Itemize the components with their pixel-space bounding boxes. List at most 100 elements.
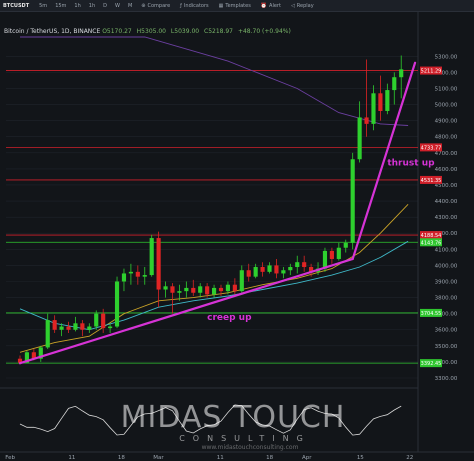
candle-body: [45, 320, 50, 348]
candle-body: [267, 265, 272, 272]
alert-icon: ⏰: [260, 2, 268, 9]
candle-body: [24, 352, 30, 363]
candle-body: [177, 291, 182, 293]
trendline: [351, 61, 417, 261]
candle-body: [329, 250, 334, 259]
legend-low: L5039.00: [170, 28, 200, 35]
interval-m[interactable]: M: [127, 2, 133, 9]
price-level-label: 5211.29: [421, 69, 442, 75]
y-tick-label: 4600.00: [435, 167, 458, 173]
candle-body: [232, 284, 237, 292]
candle-body: [87, 326, 92, 330]
candle-body: [225, 284, 231, 292]
price-level-tag: [420, 175, 442, 184]
candle-body: [399, 69, 404, 78]
candle-body: [239, 270, 244, 292]
x-tick-label: 18: [118, 455, 125, 461]
candle-body: [191, 287, 196, 293]
legend-high: H5305.00: [136, 28, 166, 35]
compare-button[interactable]: ⊕ Compare: [141, 2, 171, 9]
y-tick-label: 4100.00: [435, 247, 458, 253]
price-level-label: 3392.45: [421, 361, 442, 367]
candle-body: [31, 352, 36, 359]
price-level-tag: [420, 66, 442, 75]
indicators-button[interactable]: ƒ Indicators: [180, 2, 209, 9]
y-tick-label: 4800.00: [435, 135, 458, 141]
price-level-label: 4531.35: [421, 178, 442, 184]
x-tick-label: Mar: [153, 455, 164, 461]
y-tick-label: 5200.00: [435, 70, 458, 76]
x-tick-label: Feb: [5, 455, 15, 461]
candle-body: [66, 326, 71, 330]
y-tick-label: 5100.00: [435, 86, 458, 92]
candle-body: [38, 347, 43, 359]
oscillator-line: [19, 404, 402, 436]
candle-body: [108, 326, 113, 329]
price-level-label: 3704.55: [421, 311, 442, 317]
y-tick-label: 5000.00: [435, 103, 458, 109]
y-tick-label: 4500.00: [435, 183, 458, 189]
legend-title: Bitcoin / TetherUS, 1D, BINANCE: [4, 28, 101, 35]
alert-button[interactable]: ⏰ Alert: [260, 2, 281, 9]
chart-legend: Bitcoin / TetherUS, 1D, BINANCE O5170.27…: [4, 28, 294, 35]
candle-body: [17, 358, 23, 363]
candle-body: [156, 238, 161, 290]
interval-15m[interactable]: 15m: [55, 2, 67, 9]
y-tick-label: 4200.00: [435, 231, 458, 237]
replay-button[interactable]: ◁ Replay: [290, 2, 314, 9]
x-tick-label: 22: [406, 455, 413, 461]
x-tick-label: Apr: [302, 455, 312, 461]
candle-body: [218, 287, 224, 292]
y-tick-label: 3900.00: [435, 279, 458, 285]
y-tick-label: 3300.00: [435, 376, 458, 382]
price-level-tag: [420, 308, 442, 317]
candle-body: [378, 93, 383, 111]
y-tick-label: 3600.00: [435, 328, 458, 334]
y-tick-label: 3500.00: [435, 344, 458, 350]
candle-body: [135, 271, 140, 277]
templates-button[interactable]: ▦ Templates: [218, 2, 251, 9]
candle-body: [302, 262, 307, 268]
candle-body: [101, 313, 106, 329]
candle-body: [170, 286, 175, 293]
trendline: [18, 257, 354, 365]
candle-body: [281, 270, 286, 274]
watermark-subtitle: CONSULTING: [179, 434, 311, 443]
y-tick-label: 3700.00: [435, 312, 458, 318]
price-level-label: 4733.77: [421, 145, 442, 151]
replay-icon: ◁: [290, 2, 295, 9]
candle-body: [350, 159, 355, 243]
interval-1h-2[interactable]: 1h: [88, 2, 96, 9]
interval-w[interactable]: W: [115, 2, 120, 9]
price-level-label: 4143.76: [421, 240, 442, 246]
legend-open: O5170.27: [102, 28, 132, 35]
candle-body: [274, 265, 279, 274]
y-tick-label: 4700.00: [435, 151, 458, 157]
candle-body: [371, 93, 376, 124]
candle-body: [260, 267, 265, 272]
candle-body: [142, 275, 147, 277]
candle-body: [114, 281, 120, 327]
price-level-tag: [420, 238, 442, 247]
x-tick-label: 11: [217, 455, 224, 461]
templates-icon: ▦: [218, 2, 224, 9]
candle-body: [288, 267, 293, 271]
interval-d[interactable]: D: [103, 2, 107, 9]
candle-body: [246, 270, 251, 277]
candle-body: [80, 323, 85, 330]
moving-average-line: [20, 36, 409, 126]
legend-close: C5218.97: [204, 28, 234, 35]
y-tick-label: 3400.00: [435, 360, 458, 366]
indicators-icon: ƒ: [180, 2, 182, 9]
interval-1h[interactable]: 1h: [74, 2, 81, 9]
candle-body: [94, 313, 99, 327]
candle-body: [198, 286, 203, 293]
y-tick-label: 3800.00: [435, 296, 458, 302]
symbol-label[interactable]: BTCUSDT: [3, 2, 30, 9]
candle-body: [253, 267, 258, 277]
y-tick-label: 4000.00: [435, 263, 458, 269]
interval-5m[interactable]: 5m: [39, 2, 48, 9]
price-level-tag: [420, 143, 442, 152]
